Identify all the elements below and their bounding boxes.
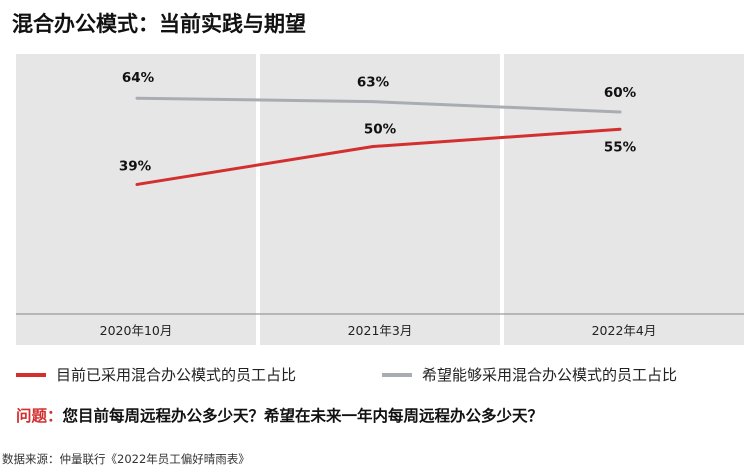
question-prefix: 问题： [16, 407, 63, 425]
data-point-current [135, 182, 139, 186]
data-point-desired [618, 110, 622, 114]
category-panel [260, 54, 500, 345]
legend-item-desired: 希望能够采用混合办公模式的员工占比 [382, 364, 677, 385]
data-label: 60% [604, 85, 637, 101]
x-tick-label: 2021年3月 [348, 323, 413, 338]
category-panel [504, 54, 744, 345]
data-label: 39% [119, 158, 152, 174]
question-text: 您目前每周远程办公多少天？希望在未来一年内每周远程办公多少天？ [62, 407, 544, 425]
legend-label-current: 目前已采用混合办公模式的员工占比 [56, 366, 297, 384]
legend-swatch-desired [382, 372, 412, 377]
line-chart: 39% 50% 55% 64% 63% 60% 2020年10月 2021年3月 2022年4… [16, 54, 744, 345]
x-tick-label: 2020年10月 [100, 323, 173, 338]
chart-title: 混合办公模式：当前实践与期望 [12, 12, 306, 36]
legend-swatch-current [16, 372, 46, 377]
x-tick-label: 2022年4月 [592, 323, 657, 338]
data-point-current [618, 127, 622, 131]
data-label: 64% [122, 70, 155, 86]
data-point-desired [371, 100, 375, 104]
legend-item-current: 目前已采用混合办公模式的员工占比 [16, 364, 296, 385]
data-point-desired [135, 96, 139, 100]
data-source: 数据来源：仲量联行《2022年员工偏好晴雨表》 [2, 452, 250, 466]
chart-legend: 目前已采用混合办公模式的员工占比 希望能够采用混合办公模式的员工占比 [0, 364, 744, 388]
data-label: 50% [364, 122, 397, 138]
category-panel [16, 54, 256, 345]
legend-label-desired: 希望能够采用混合办公模式的员工占比 [422, 366, 678, 384]
data-label: 55% [604, 139, 637, 155]
survey-question: 问题：您目前每周远程办公多少天？希望在未来一年内每周远程办公多少天？ [16, 404, 543, 426]
data-point-current [371, 145, 375, 148]
data-label: 63% [357, 75, 390, 91]
